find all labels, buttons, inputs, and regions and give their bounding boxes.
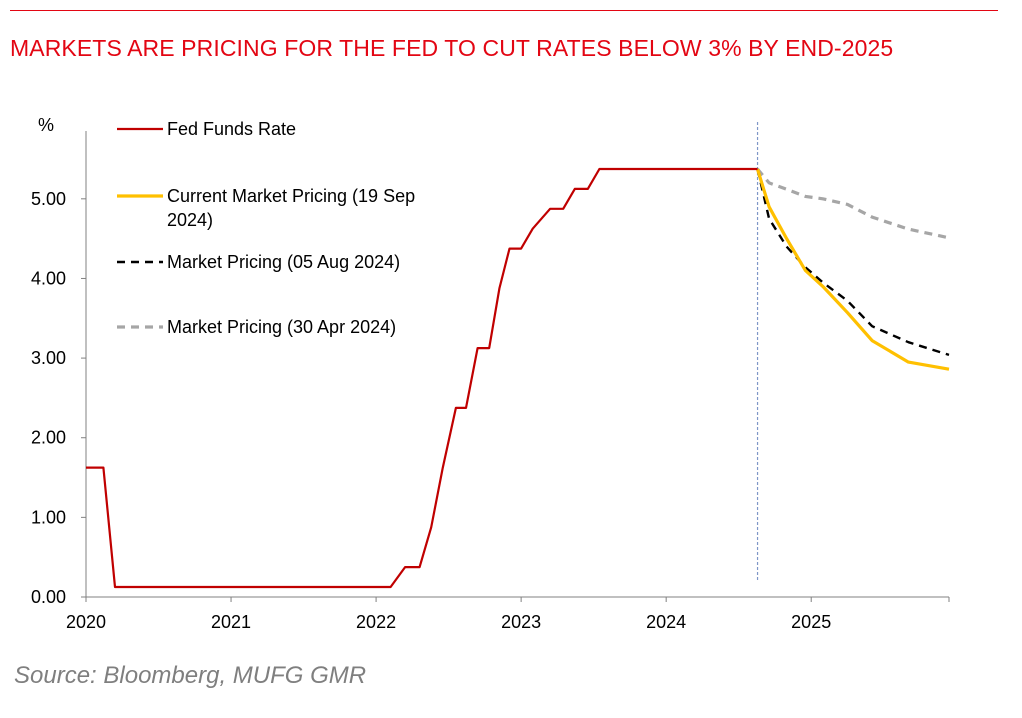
source-note: Source: Bloomberg, MUFG GMR bbox=[14, 662, 367, 689]
legend: Fed Funds Rate Current Market Pricing (19… bbox=[117, 119, 415, 337]
legend-label: Market Pricing (30 Apr 2024) bbox=[167, 317, 396, 337]
y-tick-label: 2.00 bbox=[31, 428, 66, 448]
y-axis-unit-label: % bbox=[38, 115, 54, 135]
series-market-pricing-apr bbox=[756, 167, 950, 240]
y-tick-label: 5.00 bbox=[31, 189, 66, 209]
x-tick-label: 2022 bbox=[356, 612, 396, 632]
legend-label: Fed Funds Rate bbox=[167, 119, 296, 139]
legend-label-continued: 2024) bbox=[167, 210, 213, 230]
page-title: MARKETS ARE PRICING FOR THE FED TO CUT R… bbox=[10, 35, 894, 61]
legend-label: Current Market Pricing (19 Sep bbox=[167, 186, 415, 206]
series-market-pricing-aug bbox=[756, 168, 950, 357]
series-layer bbox=[86, 167, 950, 589]
top-rule bbox=[10, 10, 998, 11]
x-tick-label: 2024 bbox=[646, 612, 686, 632]
x-axis: 2020 2021 2022 2023 2024 2025 bbox=[66, 596, 950, 632]
line-chart: % 0.001.002.003.004.005.00 2020 2021 2022 2… bbox=[31, 115, 950, 632]
series-fed-funds-rate bbox=[86, 167, 758, 589]
y-tick-label: 3.00 bbox=[31, 348, 66, 368]
x-tick-label: 2023 bbox=[501, 612, 541, 632]
y-tick-label: 4.00 bbox=[31, 268, 66, 288]
x-tick-label: 2020 bbox=[66, 612, 106, 632]
x-tick-label: 2025 bbox=[791, 612, 831, 632]
legend-label: Market Pricing (05 Aug 2024) bbox=[167, 252, 400, 272]
series-current-market-pricing bbox=[755, 168, 950, 371]
y-tick-label: 1.00 bbox=[31, 507, 66, 527]
y-axis: 0.00 1.00 2.00 3.00 4.00 5.00 bbox=[31, 131, 87, 607]
y-tick-label: 0.00 bbox=[31, 587, 66, 607]
x-tick-label: 2021 bbox=[211, 612, 251, 632]
